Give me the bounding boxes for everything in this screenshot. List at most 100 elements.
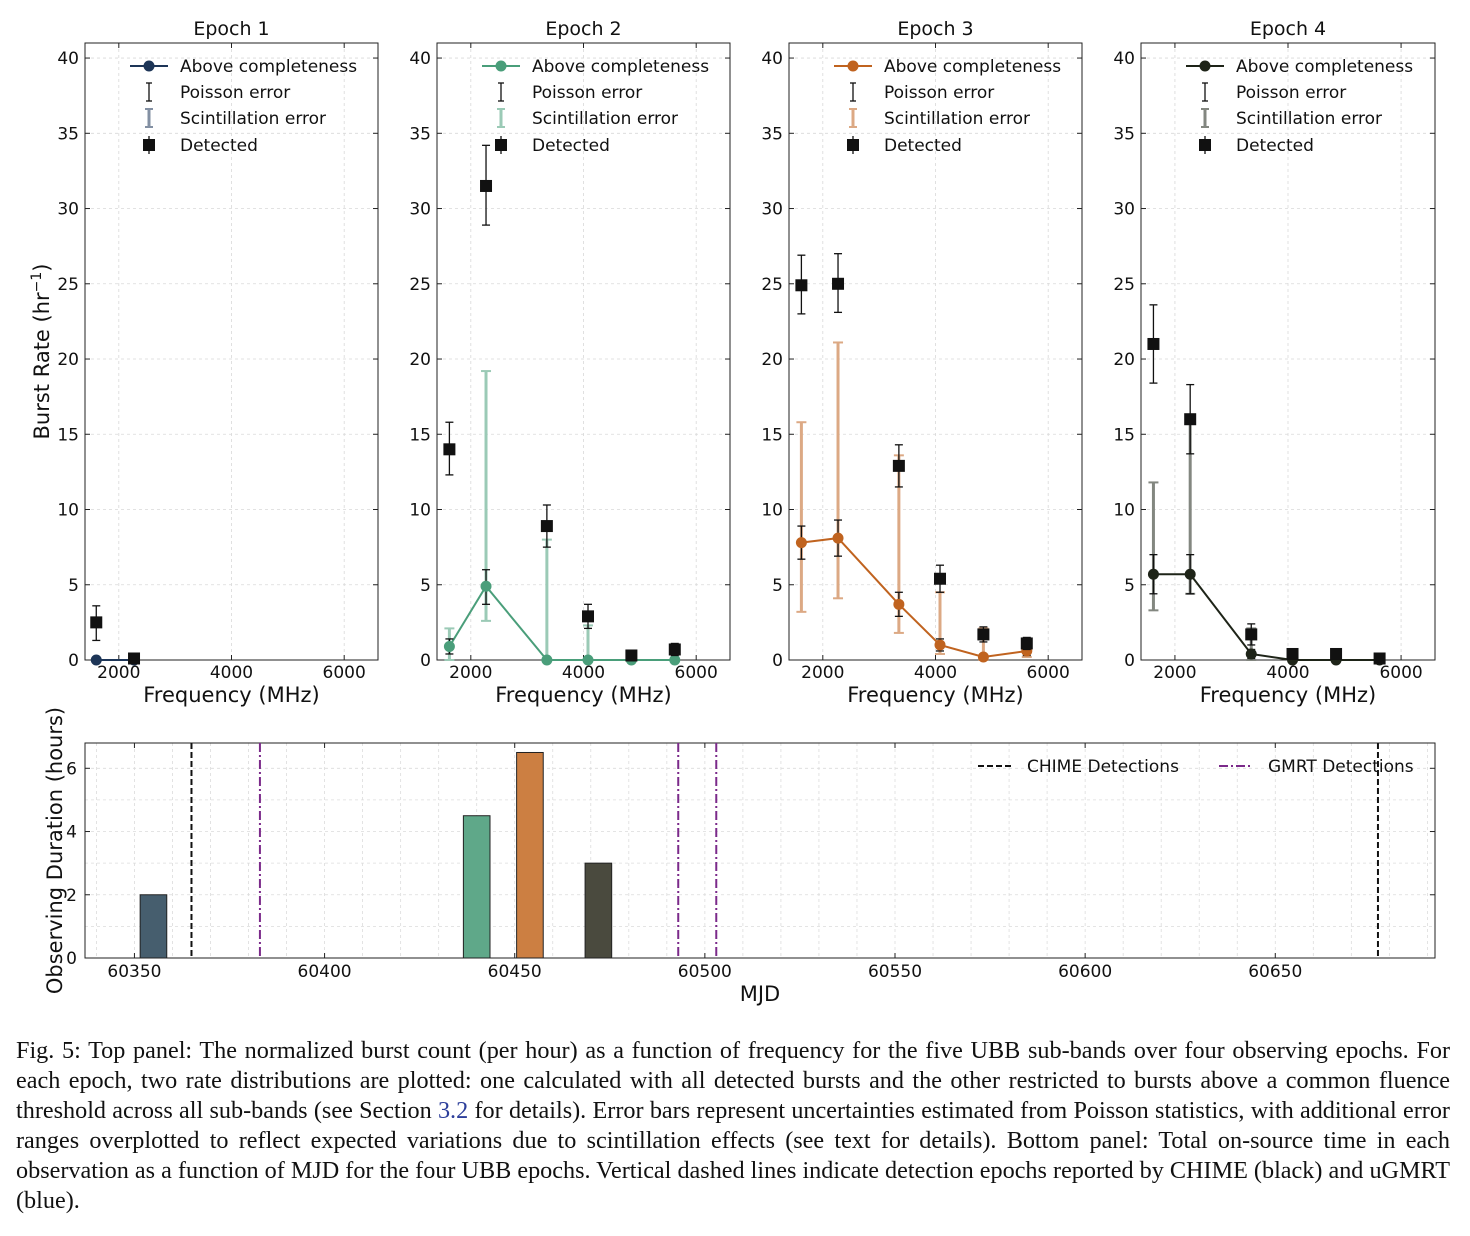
detected-point bbox=[1286, 647, 1299, 660]
detected-point bbox=[625, 649, 638, 662]
legend-label: Above completeness bbox=[884, 57, 1061, 77]
y-tick-label: 10 bbox=[409, 501, 431, 521]
y-tick-label: 0 bbox=[772, 651, 783, 671]
legend-label: Detected bbox=[1236, 136, 1314, 156]
legend-label: GMRT Detections bbox=[1268, 757, 1414, 777]
figure-caption: Fig. 5: Top panel: The normalized burst … bbox=[16, 1036, 1450, 1216]
y-tick-label: 5 bbox=[1124, 576, 1135, 596]
detected-point bbox=[934, 572, 947, 585]
legend-label: Scintillation error bbox=[532, 109, 678, 129]
legend-label: CHIME Detections bbox=[1027, 757, 1179, 777]
x-axis-label: Frequency (MHz) bbox=[143, 683, 319, 707]
y-tick-label: 25 bbox=[1113, 275, 1135, 295]
y-tick-label: 15 bbox=[1113, 425, 1135, 445]
y-tick-label: 0 bbox=[420, 651, 431, 671]
detected-point bbox=[443, 443, 456, 456]
x-tick-label: 6000 bbox=[1027, 663, 1070, 683]
panel-title: Epoch 1 bbox=[193, 18, 269, 40]
above-completeness-line bbox=[801, 537, 1027, 659]
y-tick-label: 0 bbox=[68, 651, 79, 671]
y-tick-label: 35 bbox=[409, 124, 431, 144]
x-tick-label: 60600 bbox=[1058, 962, 1112, 982]
legend-marker-detected bbox=[1199, 139, 1211, 151]
above-completeness-point bbox=[1147, 568, 1159, 580]
above-completeness-point bbox=[480, 580, 492, 592]
detected-point bbox=[582, 610, 595, 623]
above-completeness-point bbox=[90, 654, 102, 666]
y-axis-label: Burst Rate (hr−1) bbox=[29, 263, 54, 439]
legend-label: Poisson error bbox=[884, 83, 994, 103]
y-tick-label: 25 bbox=[761, 275, 783, 295]
epoch-panel-4: 0 5 10 15 20 25 30 35 40 2000 4000 6000 Epoch 4 Frequ… bbox=[1113, 18, 1436, 707]
above-completeness-line bbox=[1153, 573, 1380, 661]
y-tick-label: 40 bbox=[761, 49, 783, 69]
caption-text-2: for details). Error bars represent uncer… bbox=[16, 1097, 1450, 1214]
x-tick-label: 2000 bbox=[1153, 663, 1196, 683]
above-completeness-point bbox=[443, 640, 455, 652]
x-tick-label: 4000 bbox=[562, 663, 605, 683]
legend-label: Scintillation error bbox=[884, 109, 1030, 129]
y-tick-label: 35 bbox=[1113, 124, 1135, 144]
above-completeness-point bbox=[1184, 568, 1196, 580]
y-tick-label: 5 bbox=[68, 576, 79, 596]
detected-point bbox=[668, 643, 681, 656]
detected-point bbox=[1147, 337, 1160, 350]
legend-label: Poisson error bbox=[532, 83, 642, 103]
above-completeness-point bbox=[832, 532, 844, 544]
y-tick-label: 4 bbox=[66, 823, 77, 843]
x-tick-label: 2000 bbox=[449, 663, 492, 683]
epoch-panel-1: 0 5 10 15 20 25 30 35 40 2000 4000 6000 Epoch 1 Frequ… bbox=[29, 18, 379, 707]
x-tick-label: 60550 bbox=[868, 962, 922, 982]
y-tick-label: 20 bbox=[761, 350, 783, 370]
epoch-panel-2: 0 5 10 15 20 25 30 35 40 2000 4000 6000 Epoch 2 Frequ… bbox=[409, 18, 731, 707]
above-completeness-point bbox=[977, 651, 989, 663]
legend-label: Scintillation error bbox=[1236, 109, 1382, 129]
legend-label: Above completeness bbox=[1236, 57, 1413, 77]
y-tick-label: 2 bbox=[66, 886, 77, 906]
section-link[interactable]: 3.2 bbox=[437, 1097, 469, 1124]
y-tick-label: 25 bbox=[409, 275, 431, 295]
x-tick-label: 60500 bbox=[678, 962, 732, 982]
x-tick-label: 60400 bbox=[298, 962, 352, 982]
above-completeness-point bbox=[541, 654, 553, 666]
panel-title: Epoch 4 bbox=[1250, 18, 1326, 40]
legend-marker-above bbox=[495, 60, 507, 72]
legend-marker-above bbox=[143, 60, 155, 72]
legend-label: Scintillation error bbox=[180, 109, 326, 129]
y-tick-label: 5 bbox=[420, 576, 431, 596]
y-tick-label: 15 bbox=[57, 425, 79, 445]
axes-frame bbox=[84, 742, 1436, 959]
y-tick-label: 40 bbox=[57, 49, 79, 69]
detected-point bbox=[892, 459, 905, 472]
detected-point bbox=[480, 179, 493, 192]
duration-bar bbox=[516, 751, 544, 959]
x-axis-label: MJD bbox=[740, 982, 780, 1006]
y-tick-label: 35 bbox=[761, 124, 783, 144]
y-tick-label: 0 bbox=[66, 949, 77, 969]
y-tick-label: 0 bbox=[1124, 651, 1135, 671]
y-tick-label: 10 bbox=[761, 501, 783, 521]
detected-point bbox=[128, 652, 141, 665]
y-tick-label: 30 bbox=[1113, 200, 1135, 220]
x-axis-label: Frequency (MHz) bbox=[847, 683, 1023, 707]
legend-label: Detected bbox=[180, 136, 258, 156]
y-tick-label: 30 bbox=[57, 200, 79, 220]
detected-point bbox=[832, 277, 845, 290]
y-tick-label: 5 bbox=[772, 576, 783, 596]
detected-point bbox=[90, 616, 103, 629]
above-completeness-point bbox=[893, 598, 905, 610]
y-tick-label: 40 bbox=[409, 49, 431, 69]
y-tick-label: 40 bbox=[1113, 49, 1135, 69]
legend-label: Detected bbox=[532, 136, 610, 156]
detected-point bbox=[1330, 647, 1343, 660]
y-tick-label: 35 bbox=[57, 124, 79, 144]
above-completeness-point bbox=[934, 639, 946, 651]
x-tick-label: 4000 bbox=[1266, 663, 1309, 683]
y-tick-label: 25 bbox=[57, 275, 79, 295]
x-tick-label: 6000 bbox=[675, 663, 718, 683]
caption-text-1: Fig. 5: Top panel: The normalized burst … bbox=[16, 1037, 1450, 1124]
x-tick-label: 4000 bbox=[914, 663, 957, 683]
x-tick-label: 60650 bbox=[1248, 962, 1302, 982]
legend-marker-detected bbox=[143, 139, 155, 151]
